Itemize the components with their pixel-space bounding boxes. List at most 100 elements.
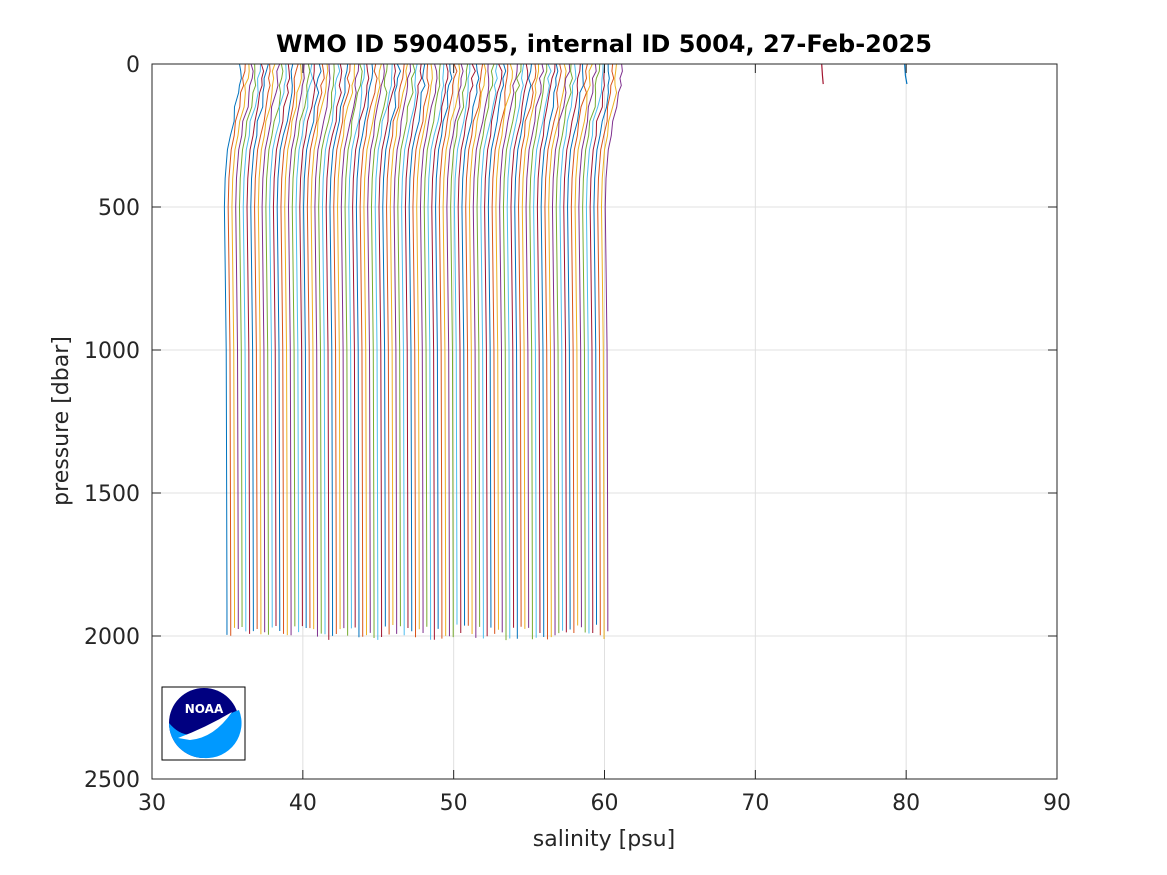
- y-tick-label: 1000: [84, 339, 140, 364]
- outlier-profile-line: [904, 63, 908, 85]
- profile-line: [551, 63, 571, 636]
- profile-lines: [223, 63, 623, 641]
- profile-line: [416, 63, 433, 630]
- profile-line: [491, 63, 509, 634]
- y-tick-label: 2000: [84, 625, 140, 650]
- profile-line: [284, 63, 302, 636]
- y-axis-label: pressure [dbar]: [49, 336, 74, 506]
- profile-line: [600, 63, 618, 639]
- profile-line: [450, 63, 469, 638]
- profile-line: [502, 63, 522, 641]
- x-axis-label: salinity [psu]: [533, 827, 675, 852]
- profile-line: [404, 63, 423, 628]
- profile-line: [582, 63, 601, 633]
- profile-line: [344, 63, 363, 636]
- profile-line: [374, 63, 393, 640]
- profile-line: [574, 63, 593, 626]
- profile-line: [333, 63, 351, 634]
- profile-line: [453, 63, 471, 625]
- profile-line: [367, 63, 385, 633]
- profile-line: [408, 63, 426, 632]
- profile-line: [442, 63, 461, 636]
- profile-line: [223, 63, 242, 635]
- x-tick-label: 40: [289, 791, 317, 816]
- profile-line: [329, 63, 349, 636]
- profile-line: [536, 63, 556, 634]
- profile-line: [295, 63, 314, 633]
- profile-line: [597, 63, 615, 636]
- chart-title: WMO ID 5904055, internal ID 5004, 27-Feb…: [276, 30, 932, 58]
- profile-line: [514, 63, 532, 639]
- profile-line: [393, 63, 412, 634]
- y-tick-label: 2500: [84, 768, 140, 793]
- profile-line: [412, 63, 430, 638]
- profile-line: [382, 63, 402, 627]
- profile-line: [435, 63, 453, 629]
- profile-line: [465, 63, 484, 626]
- x-tick-label: 50: [440, 791, 468, 816]
- outlier-profile-line: [821, 63, 824, 85]
- profile-line: [231, 63, 250, 628]
- y-tick-labels: 0 500 1000 1500 2000 2500: [84, 53, 140, 793]
- profile-line: [370, 63, 388, 638]
- profile-line: [246, 63, 265, 634]
- profile-line: [431, 63, 449, 640]
- profile-line: [506, 63, 525, 639]
- profile-line: [495, 63, 513, 630]
- x-tick-labels: 30 40 50 60 70 80 90: [138, 791, 1071, 816]
- profile-line: [378, 63, 396, 638]
- profile-line: [287, 63, 305, 636]
- profile-line: [310, 63, 329, 630]
- profile-line: [510, 63, 529, 628]
- profile-line: [389, 63, 408, 625]
- profile-line: [254, 63, 271, 630]
- profile-line: [355, 63, 374, 638]
- profile-line: [585, 63, 604, 634]
- profile-line: [499, 63, 518, 633]
- axis-ticks: [151, 63, 1058, 780]
- profile-line: [318, 63, 335, 634]
- y-tick-label: 1500: [84, 482, 140, 507]
- profile-line: [529, 63, 548, 640]
- profile-line: [269, 63, 287, 628]
- profile-line: [314, 63, 331, 637]
- logo-seagull-icon: [178, 712, 232, 740]
- profile-line: [559, 63, 577, 631]
- profile-line: [227, 63, 246, 636]
- profile-line: [604, 63, 623, 632]
- profile-line: [337, 63, 356, 630]
- profile-line: [548, 63, 567, 638]
- profile-line: [386, 63, 405, 635]
- logo-text: NOAA: [185, 702, 224, 716]
- profile-line: [340, 63, 360, 629]
- profile-line: [235, 63, 254, 629]
- profile-line: [325, 63, 343, 640]
- profile-line: [265, 63, 284, 635]
- profile-line: [544, 63, 562, 640]
- x-tick-label: 90: [1043, 791, 1071, 816]
- x-tick-label: 80: [892, 791, 920, 816]
- profile-line: [457, 63, 476, 633]
- profile-line: [321, 63, 341, 635]
- profile-line: [563, 63, 581, 633]
- profile-line: [468, 63, 487, 635]
- profile-line: [238, 63, 257, 628]
- x-tick-label: 60: [591, 791, 619, 816]
- profile-line: [291, 63, 311, 627]
- profile-line: [487, 63, 507, 628]
- profile-line: [397, 63, 416, 627]
- profile-line: [438, 63, 458, 639]
- profile-line: [589, 63, 606, 633]
- profile-line: [518, 63, 537, 627]
- profile-line: [446, 63, 464, 637]
- profile-line: [303, 63, 322, 628]
- profile-line: [578, 63, 597, 628]
- profile-line: [593, 63, 610, 625]
- profile-line: [484, 63, 503, 637]
- y-tick-label: 0: [126, 53, 140, 78]
- profile-line: [352, 63, 370, 628]
- profile-line: [359, 63, 378, 637]
- profile-line: [299, 63, 316, 627]
- profile-line: [525, 63, 545, 628]
